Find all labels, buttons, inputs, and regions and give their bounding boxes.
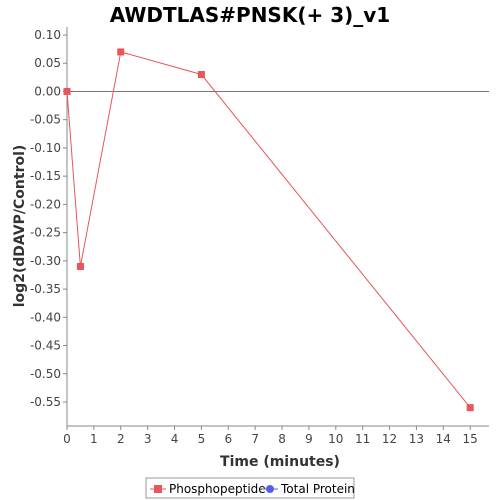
data-point (197, 71, 205, 79)
series-group (63, 48, 474, 412)
x-tick-label: 14 (436, 432, 451, 446)
chart-title: AWDTLAS#PNSK(+ 3)_v1 (110, 3, 390, 27)
x-tick-label: 9 (305, 432, 313, 446)
y-tick-label: -0.30 (30, 254, 61, 268)
x-tick-label: 7 (251, 432, 259, 446)
legend-label: Total Protein (280, 482, 355, 496)
x-tick-label: 15 (463, 432, 478, 446)
x-tick-label: 3 (144, 432, 152, 446)
legend-label: Phosphopeptide (169, 482, 266, 496)
x-tick-label: 6 (224, 432, 232, 446)
x-axis-label: Time (minutes) (220, 454, 340, 470)
legend-marker (266, 485, 274, 493)
y-tick-label: 0.05 (34, 56, 61, 70)
y-tick-label: -0.15 (30, 169, 61, 183)
x-tick-label: 2 (117, 432, 125, 446)
y-tick-label: -0.05 (30, 113, 61, 127)
x-tick-label: 12 (382, 432, 397, 446)
x-tick-label: 1 (90, 432, 98, 446)
y-tick-label: 0.00 (34, 84, 61, 98)
legend-box (145, 477, 355, 499)
y-tick-label: -0.35 (30, 282, 61, 296)
y-tick-label: -0.55 (30, 395, 61, 409)
y-tick-label: 0.10 (34, 28, 61, 42)
legend-marker (154, 485, 162, 493)
x-tick-label: 4 (171, 432, 179, 446)
x-tick-label: 10 (328, 432, 343, 446)
y-tick-label: -0.25 (30, 226, 61, 240)
y-tick-label: -0.45 (30, 339, 61, 353)
x-tick-label: 8 (278, 432, 286, 446)
y-axis-label: log2(dDAVP/Control) (12, 145, 28, 308)
data-point (76, 262, 84, 270)
data-point (466, 404, 474, 412)
y-tick-label: -0.20 (30, 197, 61, 211)
y-tick-label: -0.40 (30, 310, 61, 324)
x-tick-label: 11 (355, 432, 370, 446)
data-point (63, 87, 71, 95)
x-tick-label: 0 (63, 432, 71, 446)
x-axis-ticks: 0 1 2 3 4 5 6 7 8 9 10 11 12 13 14 15 (63, 426, 478, 446)
y-axis-ticks: 0.10 0.05 0.00 -0.05 -0.10 -0.15 -0.20 -0.25 -0.… (30, 28, 67, 409)
legend: Phosphopeptide Total Protein (145, 477, 355, 499)
data-point (117, 48, 125, 56)
y-tick-label: -0.10 (30, 141, 61, 155)
plot-area (67, 27, 489, 426)
y-tick-label: -0.50 (30, 367, 61, 381)
x-tick-label: 5 (198, 432, 206, 446)
x-tick-label: 13 (409, 432, 424, 446)
